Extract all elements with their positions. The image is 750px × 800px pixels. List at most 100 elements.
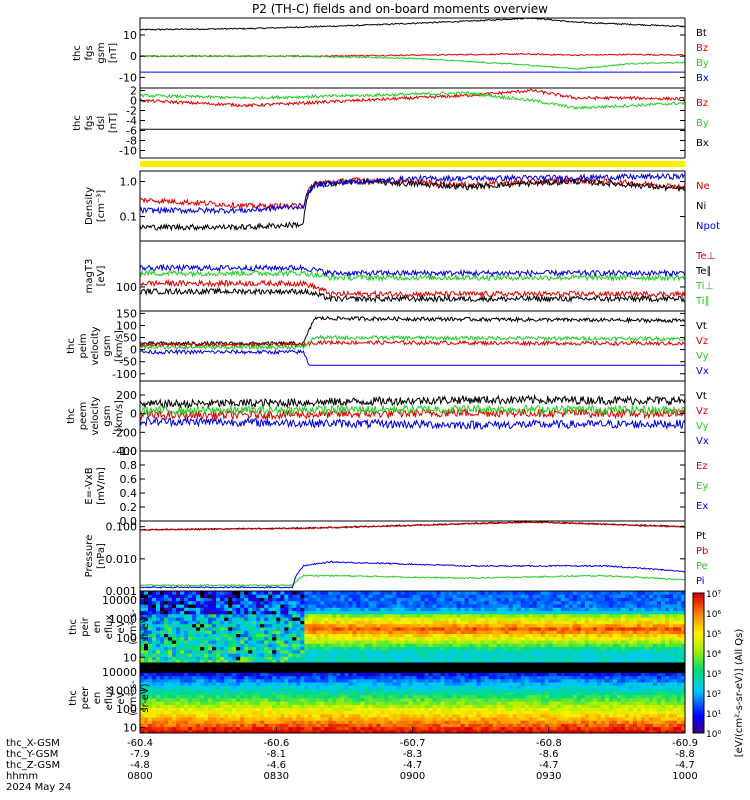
heatmap-cell <box>356 620 361 625</box>
heatmap-cell <box>156 646 161 651</box>
heatmap-cell <box>352 698 357 702</box>
heatmap-cell <box>352 623 357 628</box>
heatmap-cell <box>276 691 281 696</box>
heatmap-cell <box>544 607 550 612</box>
heatmap-cell <box>344 723 349 728</box>
heatmap-cell <box>236 636 241 641</box>
heatmap-cell <box>336 717 341 721</box>
heatmap-cell <box>232 607 237 612</box>
heatmap-cell <box>240 640 245 644</box>
heatmap-cell <box>212 682 217 686</box>
heatmap-cell <box>192 675 197 680</box>
heatmap-cell <box>368 685 373 689</box>
heatmap-cell <box>228 649 233 654</box>
heatmap-cell <box>308 723 313 728</box>
heatmap-cell <box>248 729 253 734</box>
heatmap-cell <box>148 707 153 712</box>
heatmap-cell <box>160 685 165 689</box>
heatmap-cell <box>572 627 578 631</box>
heatmap-cell <box>552 604 558 608</box>
heatmap-cell <box>484 640 489 644</box>
heatmap-cell <box>568 604 574 608</box>
heatmap-cell <box>396 694 401 699</box>
heatmap-cell <box>564 617 570 621</box>
heatmap-cell <box>204 669 209 673</box>
heatmap-cell <box>140 710 145 715</box>
heatmap-cell <box>148 591 153 595</box>
heatmap-cell <box>340 617 345 621</box>
heatmap-cell <box>452 678 457 683</box>
heatmap-cell <box>200 600 205 605</box>
heatmap-cell <box>156 627 161 631</box>
heatmap-cell <box>620 610 626 615</box>
heatmap-cell <box>160 691 165 696</box>
heatmap-cell <box>296 600 301 605</box>
heatmap-cell <box>616 617 622 621</box>
heatmap-cell <box>188 720 193 724</box>
heatmap-cell <box>484 623 489 628</box>
heatmap-cell <box>464 646 469 651</box>
heatmap-cell <box>276 649 281 654</box>
heatmap-cell <box>220 663 225 667</box>
heatmap-cell <box>380 710 385 715</box>
heatmap-cell <box>476 643 481 648</box>
heatmap-cell <box>304 729 309 734</box>
heatmap-cell <box>204 675 209 680</box>
heatmap-cell <box>268 640 273 644</box>
heatmap-cell <box>428 591 433 595</box>
heatmap-cell <box>280 669 285 673</box>
heatmap-cell <box>148 720 153 724</box>
heatmap-cell <box>620 630 626 634</box>
heatmap-cell <box>576 636 582 641</box>
heatmap-cell <box>644 636 650 641</box>
heatmap-cell <box>156 643 161 648</box>
heatmap-cell <box>212 678 217 683</box>
heatmap-cell <box>300 685 305 689</box>
heatmap-cell <box>612 656 618 661</box>
heatmap-cell <box>665 613 670 618</box>
heatmap-cell <box>484 594 489 598</box>
heatmap-cell <box>504 656 510 661</box>
heatmap-cell <box>336 591 341 595</box>
heatmap-cell <box>224 659 229 664</box>
heatmap-cell <box>344 613 349 618</box>
heatmap-cell <box>320 678 325 683</box>
heatmap-cell <box>284 627 289 631</box>
heatmap-cell <box>284 633 289 638</box>
heatmap-cell <box>336 620 341 625</box>
heatmap-cell <box>336 694 341 699</box>
heatmap-cell <box>504 617 510 621</box>
heatmap-cell <box>552 623 558 628</box>
heatmap-cell <box>308 663 313 667</box>
heatmap-cell <box>420 726 425 731</box>
heatmap-cell <box>368 672 373 677</box>
heatmap-cell <box>312 597 317 602</box>
heatmap-cell <box>156 720 161 724</box>
heatmap-cell <box>436 594 441 598</box>
heatmap-cell <box>176 600 181 605</box>
heatmap-cell <box>456 694 461 699</box>
heatmap-cell <box>420 675 425 680</box>
series-line-Ni <box>140 177 685 232</box>
heatmap-cell <box>596 613 602 618</box>
heatmap-cell <box>288 713 293 718</box>
heatmap-cell <box>416 591 421 595</box>
heatmap-cell <box>661 607 666 612</box>
heatmap-cell <box>284 726 289 731</box>
heatmap-cell <box>232 720 237 724</box>
heatmap-cell <box>180 591 185 595</box>
heatmap-cell <box>372 713 377 718</box>
heatmap-cell <box>520 607 526 612</box>
heatmap-cell <box>492 656 497 661</box>
heatmap-cell <box>232 669 237 673</box>
heatmap-cell <box>244 640 249 644</box>
heatmap-cell <box>456 675 461 680</box>
heatmap-cell <box>244 707 249 712</box>
heatmap-cell <box>288 613 293 618</box>
heatmap-cell <box>384 646 389 651</box>
heatmap-cell <box>348 720 353 724</box>
heatmap-cell <box>336 698 341 702</box>
heatmap-cell <box>164 630 169 634</box>
heatmap-cell <box>232 640 237 644</box>
heatmap-cell <box>156 607 161 612</box>
